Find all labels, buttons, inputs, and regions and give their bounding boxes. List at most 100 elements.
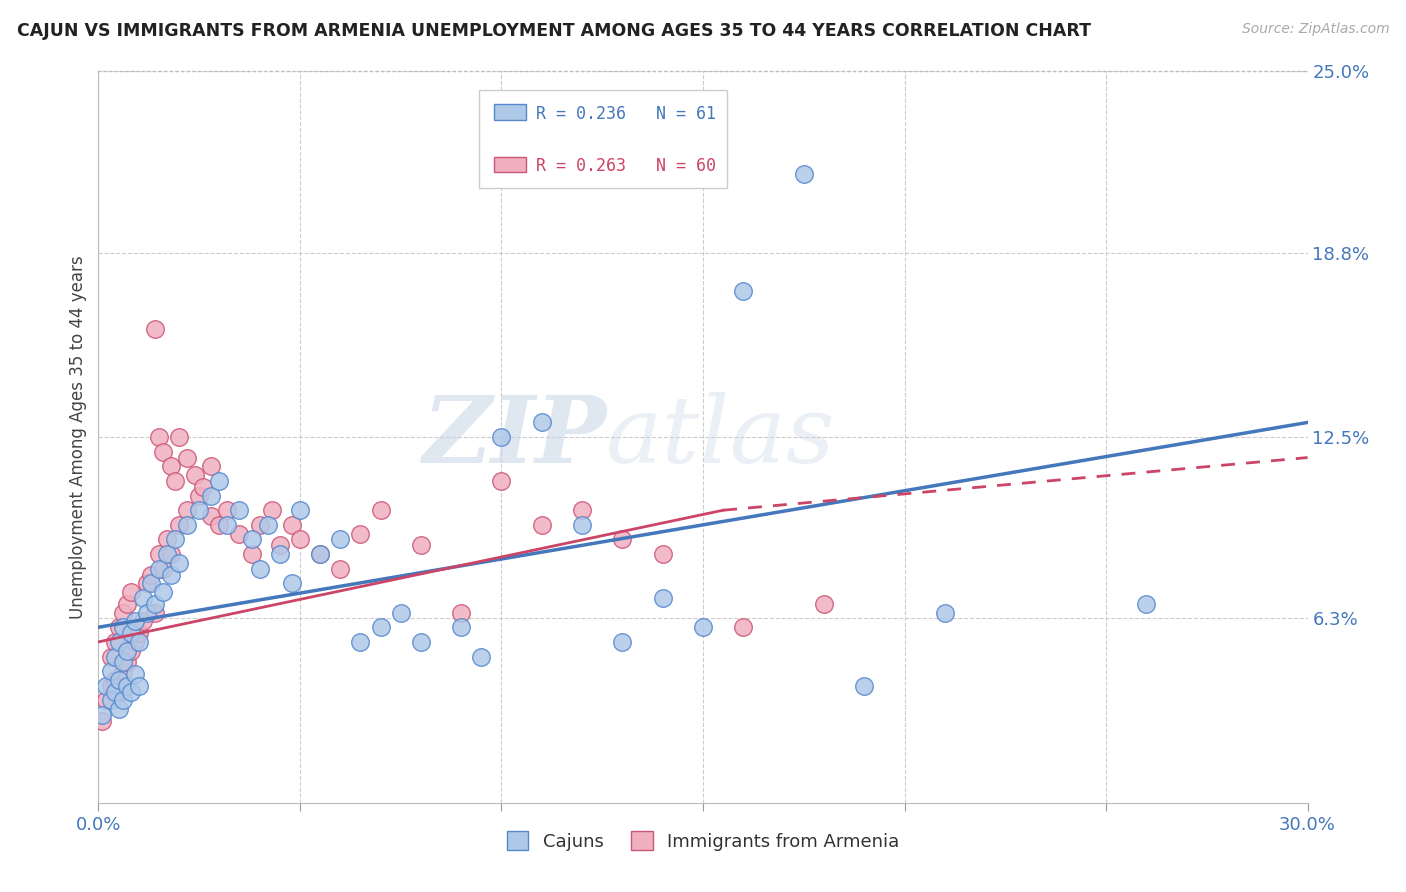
Point: [160, 459, 183, 474]
Point: [349, 526, 371, 541]
Point: [91, 708, 114, 723]
Point: [571, 517, 593, 532]
FancyBboxPatch shape: [479, 90, 727, 188]
Point: [143, 597, 166, 611]
Text: Source: ZipAtlas.com: Source: ZipAtlas.com: [1241, 22, 1389, 37]
Point: [111, 664, 134, 678]
Point: [91, 714, 114, 728]
Point: [260, 503, 283, 517]
Text: CAJUN VS IMMIGRANTS FROM ARMENIA UNEMPLOYMENT AMONG AGES 35 TO 44 YEARS CORRELAT: CAJUN VS IMMIGRANTS FROM ARMENIA UNEMPLO…: [17, 22, 1091, 40]
Point: [152, 585, 174, 599]
Point: [132, 591, 155, 605]
Point: [107, 673, 129, 687]
Point: [128, 626, 150, 640]
Point: [188, 489, 211, 503]
Point: [111, 693, 134, 707]
Point: [100, 679, 122, 693]
Point: [269, 538, 291, 552]
Point: [107, 702, 129, 716]
Point: [176, 503, 198, 517]
Point: [651, 591, 673, 605]
Point: [115, 643, 138, 657]
Point: [530, 517, 553, 532]
Point: [612, 533, 634, 547]
Point: [163, 474, 186, 488]
Point: [309, 547, 332, 561]
Point: [450, 606, 472, 620]
Point: [240, 533, 263, 547]
Point: [733, 620, 755, 634]
Point: [152, 444, 174, 458]
Point: [281, 517, 304, 532]
Point: [115, 656, 138, 670]
Bar: [494, 104, 526, 120]
Point: [450, 620, 472, 634]
Point: [200, 459, 222, 474]
Point: [853, 679, 876, 693]
Point: [612, 635, 634, 649]
Point: [160, 567, 183, 582]
Point: [96, 693, 118, 707]
Point: [288, 533, 311, 547]
Point: [530, 416, 553, 430]
Point: [120, 643, 142, 657]
Point: [107, 684, 129, 698]
Point: [269, 547, 291, 561]
Point: [139, 576, 162, 591]
Point: [111, 606, 134, 620]
Point: [793, 167, 815, 181]
Point: [176, 450, 198, 465]
Point: [148, 562, 170, 576]
Point: [103, 673, 125, 687]
Point: [349, 635, 371, 649]
Point: [491, 474, 513, 488]
Point: [111, 656, 134, 670]
Point: [813, 597, 835, 611]
Point: [470, 649, 492, 664]
Point: [184, 468, 207, 483]
Point: [115, 597, 138, 611]
Point: [733, 284, 755, 298]
Point: [107, 620, 129, 634]
Point: [329, 562, 352, 576]
Point: [103, 635, 125, 649]
Point: [409, 538, 432, 552]
Point: [96, 679, 118, 693]
Point: [156, 533, 179, 547]
Point: [128, 635, 150, 649]
Point: [124, 667, 146, 681]
Text: R = 0.263   N = 60: R = 0.263 N = 60: [536, 158, 716, 176]
Text: R = 0.236   N = 61: R = 0.236 N = 61: [536, 104, 716, 123]
Point: [124, 635, 146, 649]
Point: [115, 679, 138, 693]
Point: [217, 517, 239, 532]
Point: [143, 322, 166, 336]
Point: [148, 430, 170, 444]
Point: [135, 606, 157, 620]
Point: [188, 503, 211, 517]
Point: [217, 503, 239, 517]
Legend: Cajuns, Immigrants from Armenia: Cajuns, Immigrants from Armenia: [498, 822, 908, 860]
Point: [156, 547, 179, 561]
Text: ZIP: ZIP: [422, 392, 606, 482]
Point: [1135, 597, 1157, 611]
Point: [152, 562, 174, 576]
Point: [370, 620, 392, 634]
Point: [100, 664, 122, 678]
Point: [228, 503, 250, 517]
Point: [692, 620, 714, 634]
Point: [193, 480, 215, 494]
Point: [111, 620, 134, 634]
Text: atlas: atlas: [606, 392, 835, 482]
Y-axis label: Unemployment Among Ages 35 to 44 years: Unemployment Among Ages 35 to 44 years: [69, 255, 87, 619]
Point: [160, 547, 183, 561]
Point: [103, 684, 125, 698]
Point: [120, 684, 142, 698]
Point: [167, 430, 190, 444]
Point: [163, 533, 186, 547]
Point: [107, 635, 129, 649]
Point: [208, 474, 231, 488]
Point: [240, 547, 263, 561]
Point: [409, 635, 432, 649]
Point: [167, 517, 190, 532]
